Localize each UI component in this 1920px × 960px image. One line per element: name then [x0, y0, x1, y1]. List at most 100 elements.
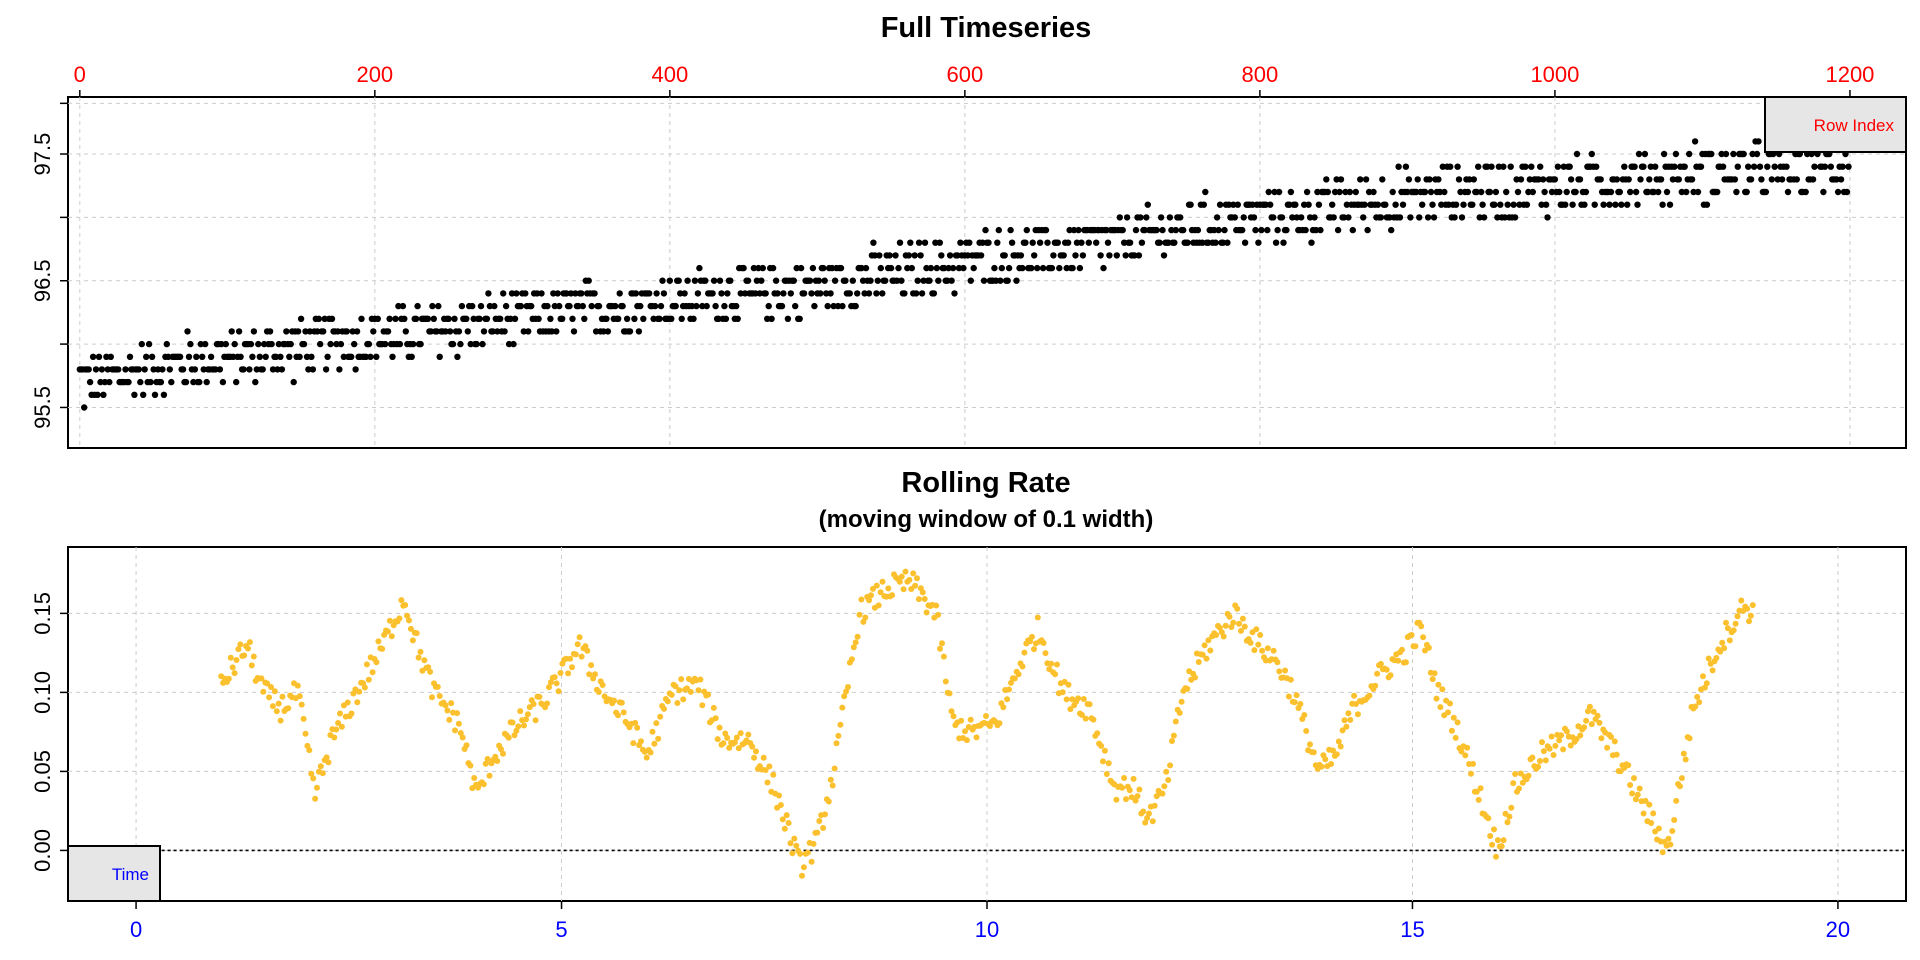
top-data-point [623, 315, 631, 322]
top-data-point [793, 264, 800, 272]
bottom-data-point [1395, 657, 1402, 664]
bottom-data-point [751, 754, 758, 761]
top-data-point [1516, 201, 1523, 208]
bottom-data-point [1746, 618, 1752, 625]
top-data-point [445, 315, 452, 322]
bottom-data-point [1113, 796, 1120, 803]
top-data-point [1230, 201, 1237, 208]
bottom-data-point [950, 713, 957, 720]
top-data-point [500, 290, 507, 297]
top-data-point [806, 277, 814, 284]
bottom-data-point [933, 602, 940, 609]
bottom-data-point [285, 705, 292, 712]
top-data-point [650, 315, 657, 322]
top-data-point [769, 264, 777, 272]
bottom-data-point [1172, 718, 1179, 725]
top-data-point [1774, 176, 1781, 183]
top-data-point [1334, 226, 1342, 234]
bottom-data-point [536, 693, 543, 700]
bottom-data-point [427, 668, 434, 675]
top-data-point [756, 290, 763, 297]
top-data-point [1652, 163, 1659, 170]
top-data-point [1708, 150, 1715, 158]
top-data-point [1593, 163, 1600, 170]
bottom-data-point [511, 732, 518, 739]
bottom-data-point [731, 739, 738, 746]
top-data-point [1250, 214, 1258, 221]
bottom-x-tick-label: 20 [1826, 917, 1850, 942]
top-data-point [715, 315, 722, 322]
top-data-point [1072, 252, 1079, 259]
top-data-point [944, 277, 951, 284]
top-data-point [235, 328, 243, 335]
bottom-data-point [1747, 612, 1754, 619]
bottom-data-point [1042, 650, 1049, 657]
top-data-point [550, 290, 557, 297]
bottom-panel: Rolling Rate (moving window of 0.1 width… [30, 467, 1907, 942]
top-data-point [994, 239, 1001, 246]
bottom-data-point [687, 688, 694, 695]
top-data-point [927, 264, 935, 272]
bottom-data-point [1293, 692, 1300, 699]
bottom-data-point [1230, 619, 1237, 626]
top-data-point [588, 302, 595, 310]
top-data-point [1548, 188, 1556, 196]
top-data-point [1764, 163, 1771, 170]
top-data-point [955, 264, 963, 272]
top-data-point [914, 277, 921, 284]
bottom-data-point [1000, 704, 1007, 711]
bottom-data-point [245, 645, 251, 652]
bottom-data-point [1546, 745, 1553, 752]
top-data-point [895, 264, 902, 272]
bottom-data-point [463, 742, 470, 749]
top-data-point [1239, 226, 1246, 234]
top-data-point [831, 277, 839, 284]
top-data-point [892, 252, 899, 259]
top-data-point [1492, 188, 1500, 196]
bottom-data-point [1322, 756, 1329, 763]
top-data-point [710, 277, 718, 284]
top-data-point [1346, 188, 1354, 196]
bottom-data-point [1696, 699, 1703, 706]
top-x-tick-label: 600 [947, 62, 984, 87]
top-data-point [871, 252, 879, 259]
top-data-point [918, 290, 926, 297]
top-data-point [237, 353, 244, 360]
bottom-data-point [406, 617, 412, 624]
bottom-data-point [312, 795, 319, 802]
top-data-point [166, 366, 173, 373]
bottom-data-point [839, 704, 846, 711]
top-data-point [790, 277, 797, 284]
bottom-data-point [1567, 742, 1574, 749]
top-data-point [1042, 226, 1050, 234]
top-data-point [95, 353, 103, 360]
top-data-point [1008, 239, 1016, 246]
top-data-point [1122, 252, 1129, 259]
bottom-data-point [1216, 624, 1223, 631]
top-data-point [1624, 201, 1631, 208]
bottom-data-point [1274, 659, 1281, 666]
top-data-point [1301, 201, 1308, 208]
bottom-data-point [1445, 709, 1451, 716]
top-data-point [1123, 214, 1131, 221]
top-data-point [185, 353, 193, 360]
bottom-data-point [1146, 810, 1152, 817]
top-data-point [85, 366, 92, 373]
bottom-data-point [799, 872, 805, 879]
top-data-point [1457, 188, 1464, 196]
bottom-data-point [638, 738, 644, 745]
top-data-point [1364, 226, 1371, 234]
bottom-data-point [854, 633, 861, 640]
top-data-point [1056, 264, 1063, 272]
top-data-point [373, 353, 380, 360]
top-data-point [744, 277, 752, 284]
bottom-data-point [1238, 627, 1244, 634]
bottom-data-point [1402, 659, 1409, 666]
top-data-point [1317, 226, 1324, 234]
top-data-point [616, 290, 623, 297]
bottom-data-point [404, 612, 411, 619]
bottom-data-point [555, 688, 562, 695]
top-data-point [294, 328, 302, 335]
top-data-point [1031, 252, 1038, 259]
bottom-data-point [781, 825, 788, 832]
